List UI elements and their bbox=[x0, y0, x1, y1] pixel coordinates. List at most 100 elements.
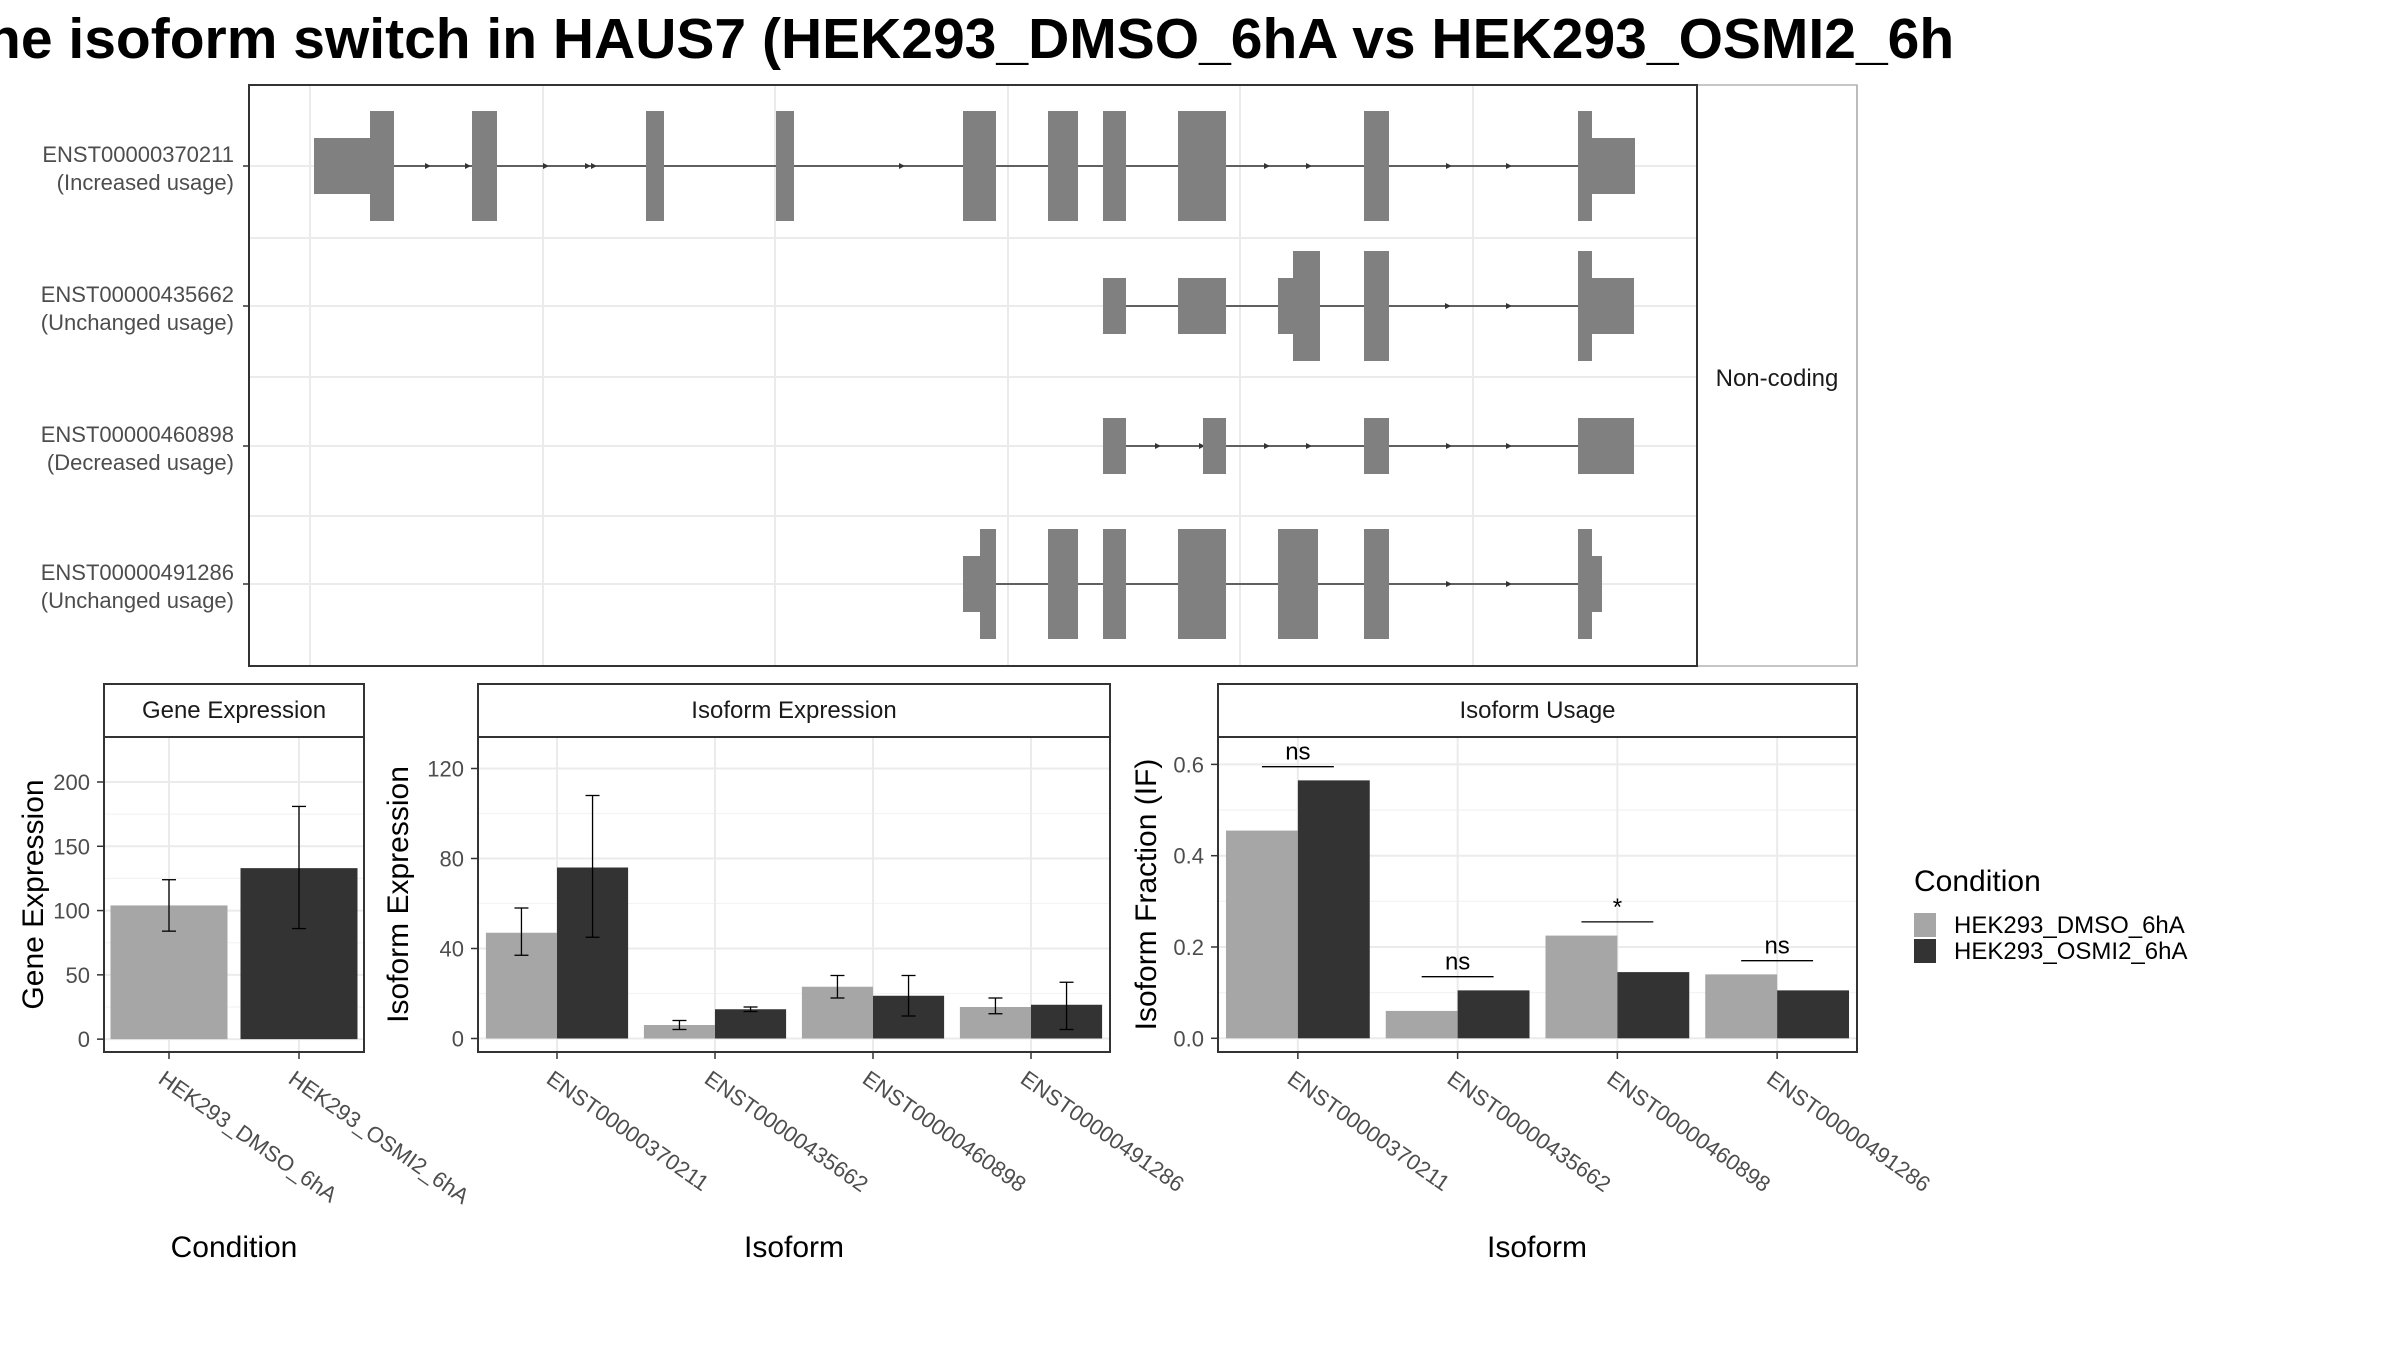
coding-exon bbox=[1178, 111, 1226, 221]
direction-arrow bbox=[899, 163, 905, 169]
isoform-id-label: ENST00000491286 bbox=[41, 560, 234, 585]
direction-arrow bbox=[1506, 443, 1512, 449]
significance-label: ns bbox=[1764, 933, 1789, 960]
coding-exon bbox=[980, 529, 996, 639]
x-tick-label: ENST00000435662 bbox=[1443, 1066, 1616, 1197]
isoform-usage-label: (Increased usage) bbox=[57, 170, 234, 195]
coding-exon bbox=[1364, 111, 1389, 221]
coding-exon bbox=[1578, 111, 1592, 221]
y-axis-title: Isoform Expression bbox=[382, 766, 415, 1023]
coding-exon bbox=[1364, 529, 1389, 639]
legend-swatch bbox=[1914, 913, 1936, 937]
panel-strip bbox=[477, 683, 1111, 738]
y-tick-label: 120 bbox=[427, 757, 464, 782]
bar bbox=[1385, 1010, 1458, 1039]
isoform-usage-label: (Decreased usage) bbox=[47, 450, 234, 475]
y-tick-label: 0.4 bbox=[1173, 844, 1204, 869]
direction-arrow bbox=[1446, 443, 1452, 449]
direction-arrow bbox=[465, 163, 471, 169]
coding-exon bbox=[1578, 529, 1592, 639]
coding-exon bbox=[370, 111, 394, 221]
y-tick-label: 0.6 bbox=[1173, 752, 1204, 777]
gene-structure-panel: ENST00000370211 (Increased usage) ENST0000… bbox=[41, 84, 1858, 667]
utr-exon bbox=[314, 138, 371, 194]
bar bbox=[1225, 830, 1298, 1039]
direction-arrow bbox=[585, 163, 591, 169]
y-tick-label: 0 bbox=[452, 1027, 464, 1052]
utr-exon bbox=[1278, 278, 1293, 334]
x-tick-label: ENST00000491286 bbox=[1762, 1066, 1935, 1197]
figure-title: ne isoform switch in HAUS7 (HEK293_DMSO_… bbox=[0, 7, 1954, 71]
y-tick-label: 40 bbox=[440, 937, 464, 962]
legend-swatch bbox=[1914, 939, 1936, 963]
coding-exon bbox=[1293, 251, 1320, 361]
direction-arrow bbox=[543, 163, 549, 169]
bar bbox=[715, 1009, 787, 1039]
y-tick-label: 50 bbox=[66, 963, 90, 988]
x-axis-title: Isoform bbox=[744, 1231, 844, 1264]
bar bbox=[1545, 935, 1618, 1039]
direction-arrow bbox=[1506, 303, 1512, 309]
bar-panels: Gene Expression050100150200HEK293_DMSO_6… bbox=[17, 683, 1935, 1264]
isoform-id-label: ENST00000460898 bbox=[41, 422, 234, 447]
x-tick-label: ENST00000491286 bbox=[1016, 1066, 1189, 1197]
x-tick-label: ENST00000370211 bbox=[542, 1066, 713, 1196]
significance-label: ns bbox=[1445, 949, 1470, 976]
direction-arrow bbox=[1264, 163, 1270, 169]
coding-exon bbox=[1578, 251, 1592, 361]
utr-exon bbox=[1103, 418, 1126, 474]
y-axis-title: Isoform Fraction (IF) bbox=[1130, 759, 1163, 1031]
utr-exon bbox=[1592, 556, 1602, 612]
direction-arrow bbox=[1199, 443, 1205, 449]
x-axis-title: Condition bbox=[171, 1231, 298, 1264]
direction-arrow bbox=[1506, 581, 1512, 587]
bar bbox=[1617, 972, 1690, 1039]
coding-exon bbox=[1048, 111, 1078, 221]
panel-strip bbox=[103, 683, 365, 738]
isoform-id-label: ENST00000435662 bbox=[41, 282, 234, 307]
panel-strip bbox=[1217, 683, 1858, 738]
coding-exon bbox=[1178, 529, 1226, 639]
y-tick-label: 0.0 bbox=[1173, 1026, 1204, 1051]
y-tick-label: 0.2 bbox=[1173, 935, 1204, 960]
utr-exon bbox=[1364, 418, 1389, 474]
utr-exon bbox=[1203, 418, 1226, 474]
significance-label: ns bbox=[1285, 739, 1310, 766]
direction-arrow bbox=[1264, 443, 1270, 449]
x-tick-label: ENST00000370211 bbox=[1283, 1066, 1454, 1196]
coding-exon bbox=[472, 111, 497, 221]
direction-arrow bbox=[1306, 443, 1312, 449]
coding-exon bbox=[963, 111, 996, 221]
bar bbox=[1777, 990, 1850, 1039]
coding-exon bbox=[776, 111, 794, 221]
coding-exon bbox=[1364, 251, 1389, 361]
panel-strip-label: Isoform Usage bbox=[1459, 697, 1615, 724]
coding-exon bbox=[1103, 529, 1126, 639]
y-tick-label: 150 bbox=[53, 834, 90, 859]
utr-exon bbox=[1578, 418, 1634, 474]
direction-arrow bbox=[1446, 581, 1452, 587]
isoform-usage-label: (Unchanged usage) bbox=[41, 588, 234, 613]
direction-arrow bbox=[1445, 303, 1451, 309]
x-tick-label: ENST00000460898 bbox=[1603, 1066, 1776, 1197]
y-tick-label: 100 bbox=[53, 899, 90, 924]
x-tick-label: ENST00000435662 bbox=[700, 1066, 873, 1197]
utr-exon bbox=[1592, 138, 1635, 194]
bar bbox=[643, 1025, 715, 1039]
bar bbox=[1457, 990, 1530, 1039]
utr-exon bbox=[1178, 278, 1226, 334]
coding-exon bbox=[646, 111, 664, 221]
isoform-id-label: ENST00000370211 bbox=[42, 142, 234, 167]
coding-exon bbox=[1048, 529, 1078, 639]
y-axis-title: Gene Expression bbox=[17, 779, 50, 1009]
direction-arrow bbox=[1506, 163, 1512, 169]
direction-arrow bbox=[1446, 163, 1452, 169]
x-axis-title: Isoform bbox=[1487, 1231, 1587, 1264]
panel-strip-label: Gene Expression bbox=[142, 697, 326, 724]
legend-label: HEK293_DMSO_6hA bbox=[1954, 912, 2185, 939]
legend-label: HEK293_OSMI2_6hA bbox=[1954, 938, 2187, 965]
isoform-usage-label: (Unchanged usage) bbox=[41, 310, 234, 335]
panel-strip-label: Isoform Expression bbox=[691, 697, 896, 724]
